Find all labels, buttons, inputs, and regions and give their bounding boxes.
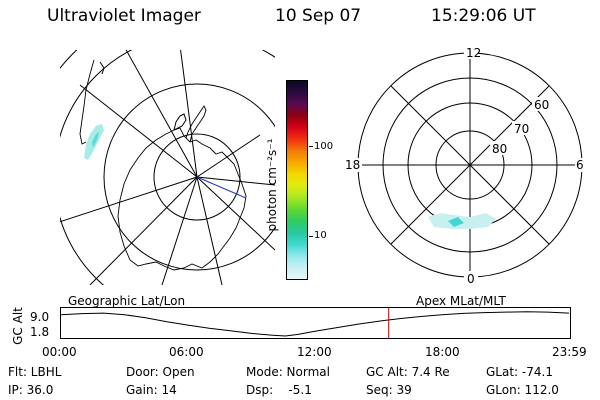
ip-info: IP: 36.0	[8, 383, 54, 397]
geo-lat-circle	[153, 133, 241, 221]
geo-meridian	[60, 176, 198, 223]
geo-meridian	[196, 176, 223, 285]
label-bg	[464, 271, 478, 285]
time-label: 15:29:06 UT	[431, 6, 536, 26]
geo-meridian	[196, 176, 275, 186]
colorbar	[286, 80, 308, 280]
polar-map-label: Apex MLat/MLT	[416, 294, 506, 308]
altitude-plot-frame	[60, 307, 571, 339]
ice-shelf	[173, 113, 187, 131]
colorbar-tick-100: 100	[314, 141, 334, 152]
filter-info: Flt: LBHL	[8, 365, 62, 379]
seq-info: Seq: 39	[366, 383, 412, 397]
geo-meridian	[79, 84, 198, 178]
geo-map-label: Geographic Lat/Lon	[68, 294, 186, 308]
label-bg	[490, 141, 508, 155]
geo-lat-circle	[60, 50, 275, 285]
geo-meridian	[125, 50, 198, 178]
glat-info: GLat: -74.1	[486, 365, 553, 379]
geo-meridian	[196, 176, 275, 251]
altitude-curve	[60, 311, 570, 337]
label-bg	[575, 158, 587, 172]
xtick-1800: 18:00	[425, 345, 460, 359]
geo-meridian	[161, 176, 198, 285]
instrument-title: Ultraviolet Imager	[47, 6, 201, 26]
antarctic-peninsula	[185, 105, 207, 143]
colorbar-tick-mark	[309, 236, 313, 237]
geo-meridian	[89, 176, 198, 285]
altitude-plot	[60, 307, 571, 339]
south-america-coast	[99, 61, 105, 75]
label-bg	[464, 45, 478, 59]
dsp-info: Dsp: -5.1	[246, 383, 312, 397]
aurora-emission-core	[92, 132, 99, 148]
xtick-1200: 12:00	[297, 345, 332, 359]
door-info: Door: Open	[126, 365, 195, 379]
label-bg	[512, 121, 530, 135]
south-america-coast	[79, 59, 95, 145]
geo-meridian	[196, 134, 261, 178]
antarctica-coastline	[117, 127, 247, 271]
xtick-2359: 23:59	[552, 345, 587, 359]
aurora-oval-core	[448, 217, 464, 227]
geo-lat-circle	[103, 83, 275, 271]
polar-mlat-mlt-map: 12 0 18 6 60 70 80	[344, 45, 587, 286]
xtick-0000: 00:00	[42, 345, 77, 359]
ytick-low: 1.8	[30, 325, 50, 339]
ytick-high: 9.0	[30, 310, 50, 324]
date-label: 10 Sep 07	[275, 6, 362, 26]
colorbar-tick-10: 10	[314, 230, 327, 241]
gc-alt-info: GC Alt: 7.4 Re	[366, 365, 450, 379]
mlt-label-6: 6	[576, 158, 584, 172]
mlat-label-80: 80	[492, 142, 507, 156]
colorbar-tick-mark	[309, 146, 313, 147]
mlat-label-60: 60	[534, 98, 549, 112]
geo-lat-circle	[60, 50, 275, 285]
geo-meridian	[180, 50, 198, 178]
label-bg	[532, 97, 550, 111]
mlt-meridian-diag	[390, 85, 550, 245]
satellite-track	[196, 176, 247, 199]
colorbar-unit-label: photon cm⁻²s⁻¹	[265, 138, 279, 232]
geographic-map	[60, 50, 275, 285]
mlat-label-70: 70	[514, 122, 529, 136]
mlt-label-18: 18	[345, 158, 360, 172]
mlt-label-0: 0	[467, 272, 475, 286]
glon-info: GLon: 112.0	[486, 383, 559, 397]
mode-info: Mode: Normal	[246, 365, 330, 379]
geo-lat-circle	[60, 50, 78, 69]
altitude-ylabel: GC Alt	[11, 307, 25, 345]
mlt-label-12: 12	[466, 46, 481, 60]
xtick-0600: 06:00	[169, 345, 204, 359]
label-bg	[344, 158, 362, 172]
gain-info: Gain: 14	[126, 383, 177, 397]
